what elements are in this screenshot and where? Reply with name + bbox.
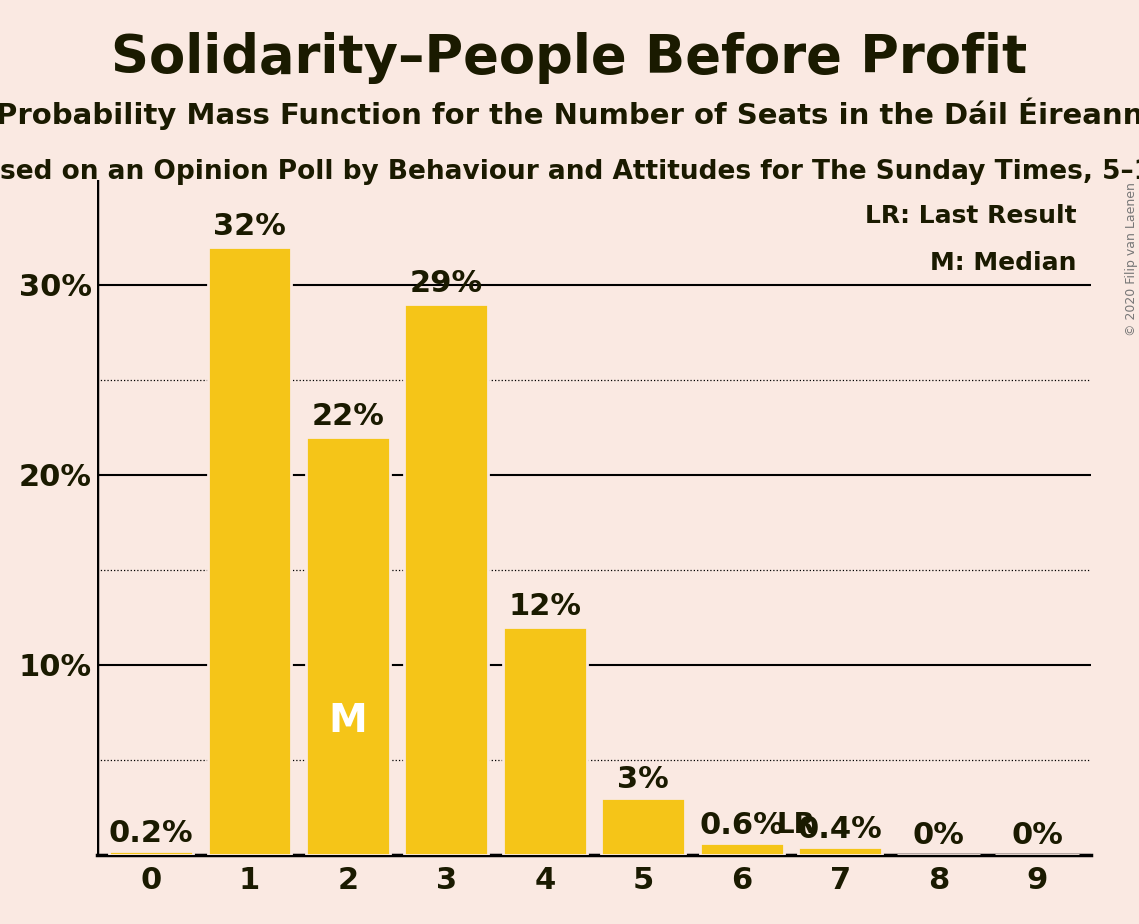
- Text: sed on an Opinion Poll by Behaviour and Attitudes for The Sunday Times, 5–17 Dec: sed on an Opinion Poll by Behaviour and …: [0, 159, 1139, 185]
- Text: 29%: 29%: [410, 269, 483, 298]
- Text: 22%: 22%: [311, 402, 384, 431]
- Text: © 2020 Filip van Laenen: © 2020 Filip van Laenen: [1124, 182, 1138, 335]
- Text: 0.6%: 0.6%: [699, 811, 784, 841]
- Text: 0%: 0%: [912, 821, 965, 850]
- Text: 0%: 0%: [1011, 821, 1063, 850]
- Text: 12%: 12%: [508, 592, 581, 621]
- Bar: [306, 437, 390, 855]
- Text: M: Median: M: Median: [929, 251, 1076, 275]
- Bar: [503, 626, 587, 855]
- Bar: [404, 304, 489, 855]
- Text: LR: LR: [777, 810, 816, 839]
- Bar: [207, 247, 292, 855]
- Text: 3%: 3%: [617, 765, 669, 794]
- Text: M: M: [328, 702, 367, 740]
- Text: LR: Last Result: LR: Last Result: [865, 204, 1076, 228]
- Bar: [109, 851, 192, 855]
- Text: 32%: 32%: [213, 212, 286, 241]
- Bar: [601, 797, 685, 855]
- Text: Solidarity–People Before Profit: Solidarity–People Before Profit: [112, 32, 1027, 84]
- Text: 0.2%: 0.2%: [108, 819, 194, 848]
- Text: 0.4%: 0.4%: [797, 815, 883, 845]
- Text: Probability Mass Function for the Number of Seats in the Dáil Éireann: Probability Mass Function for the Number…: [0, 97, 1139, 129]
- Bar: [798, 847, 882, 855]
- Bar: [699, 844, 784, 855]
